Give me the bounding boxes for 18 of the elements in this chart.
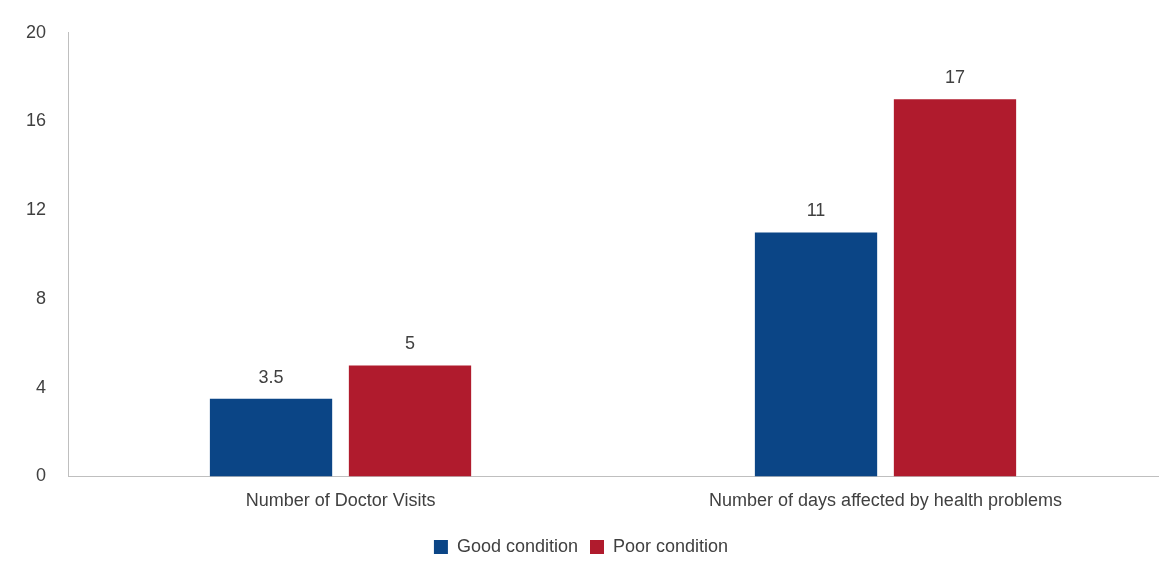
bar <box>209 398 333 477</box>
y-tick-label: 4 <box>36 376 47 397</box>
x-tick-label: Number of days affected by health problems <box>709 490 1062 511</box>
data-label: 17 <box>944 67 966 88</box>
legend-label: Poor condition <box>613 535 729 556</box>
x-tick-label: Number of Doctor Visits <box>245 490 436 511</box>
data-label: 3.5 <box>258 366 284 387</box>
bar <box>754 232 878 477</box>
legend-label: Good condition <box>456 535 579 556</box>
data-label: 11 <box>806 200 826 221</box>
y-tick-label: 12 <box>25 199 47 220</box>
y-tick-label: 16 <box>25 110 47 131</box>
bar <box>893 99 1017 477</box>
y-tick-label: 8 <box>36 287 47 308</box>
bar <box>348 365 472 477</box>
data-label: 5 <box>404 333 416 354</box>
y-tick-label: 20 <box>25 21 47 42</box>
y-tick-label: 0 <box>36 465 47 486</box>
